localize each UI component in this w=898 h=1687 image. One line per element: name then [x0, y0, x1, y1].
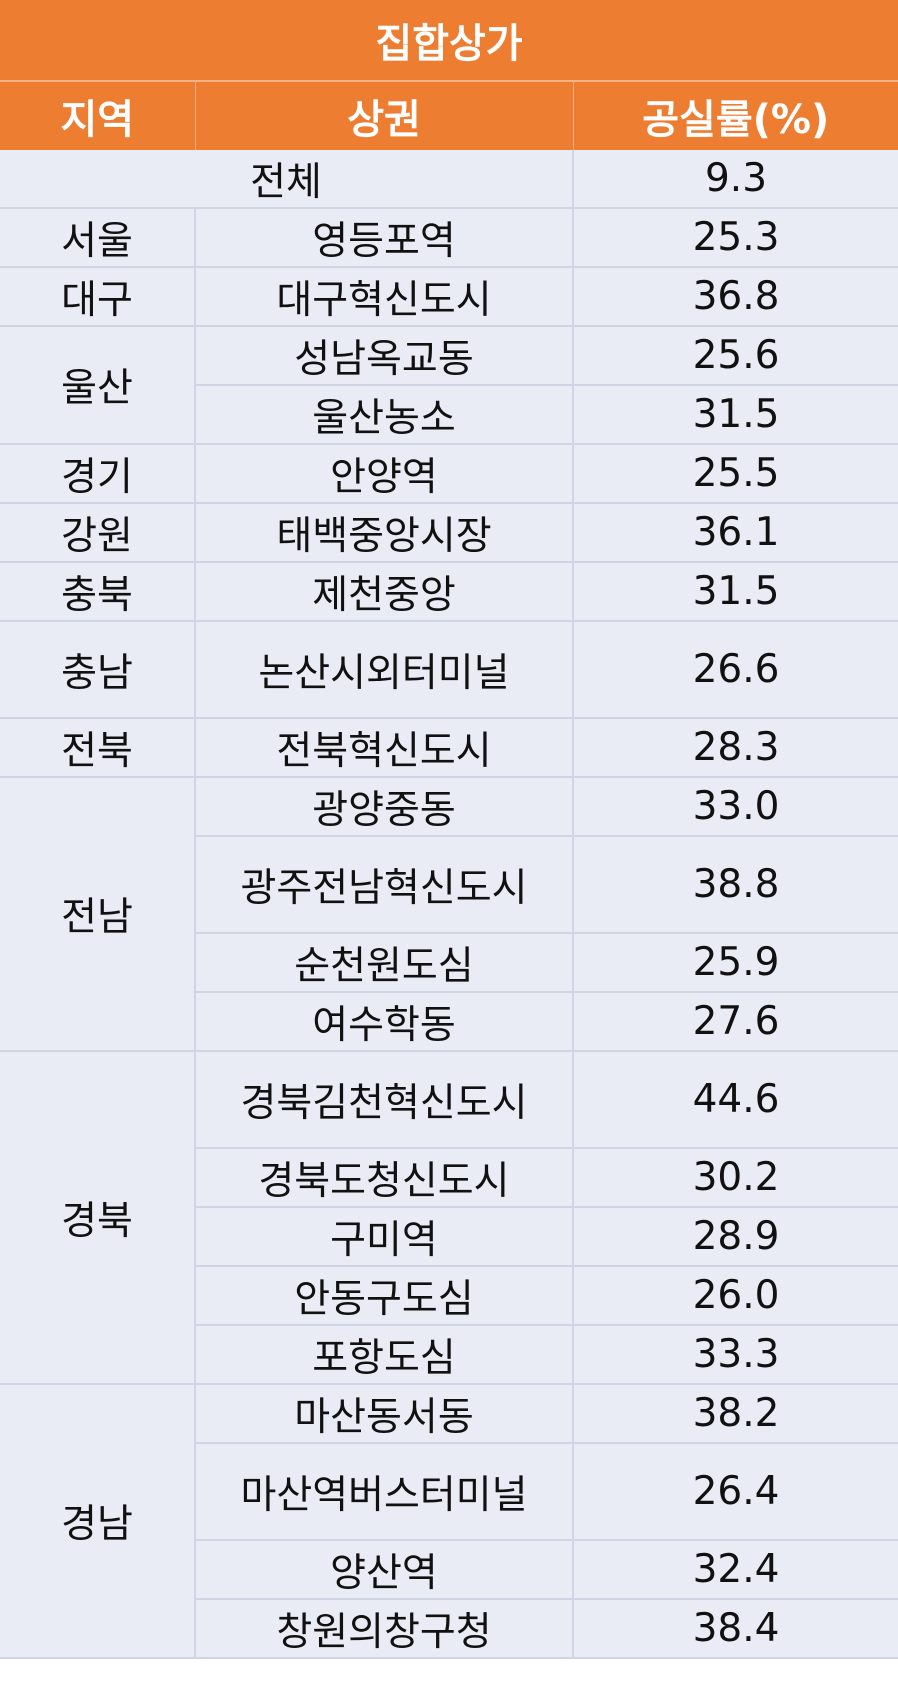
- vacancy-rate-cell: 32.4: [571, 1540, 898, 1600]
- vacancy-rate-cell: 38.4: [571, 1599, 898, 1659]
- table-row: 순천원도심 25.9: [0, 933, 898, 993]
- vacancy-rate-cell: 27.6: [571, 992, 898, 1052]
- vacancy-rate-cell: 33.0: [571, 777, 898, 837]
- vacancy-rate-cell: 38.2: [571, 1384, 898, 1444]
- table-row: 대구 대구혁신도시 36.8: [0, 267, 898, 327]
- area-cell: 논산시외터미널: [194, 621, 574, 719]
- region-cell: 경기: [0, 444, 196, 504]
- table-row: 경북 경북김천혁신도시 44.6: [0, 1051, 898, 1385]
- area-cell: 광주전남혁신도시: [195, 836, 574, 934]
- area-cell: 성남옥교동: [194, 326, 574, 386]
- area-cell: 안동구도심: [195, 1266, 574, 1326]
- region-cell: 서울: [0, 208, 196, 268]
- vacancy-rate-cell: 25.3: [571, 208, 898, 268]
- table-row: 서울 영등포역 25.3: [0, 208, 898, 268]
- area-cell: 전북혁신도시: [194, 718, 574, 778]
- vacancy-rate-cell: 26.6: [571, 621, 898, 719]
- area-cell: 광양중동: [194, 777, 574, 837]
- area-cell: 순천원도심: [195, 933, 574, 993]
- area-cell: 마산역버스터미널: [195, 1443, 574, 1541]
- vacancy-rate-cell: 36.1: [571, 503, 898, 563]
- table-row: 전북 전북혁신도시 28.3: [0, 718, 898, 778]
- table-row: 충북 제천중앙 31.5: [0, 562, 898, 622]
- vacancy-rate-cell: 38.8: [571, 836, 898, 934]
- region-cell: 강원: [0, 503, 196, 563]
- header-area: 상권: [195, 81, 574, 150]
- vacancy-rate-cell: 28.9: [571, 1207, 898, 1267]
- region-cell: 전북: [0, 718, 196, 778]
- table-row: 경북도청신도시 30.2: [0, 1148, 898, 1208]
- table-row: 전남 광양중동 33.0: [0, 777, 898, 1052]
- vacancy-rate-cell: 31.5: [571, 562, 898, 622]
- vacancy-rate-cell: 30.2: [571, 1148, 898, 1208]
- vacancy-rate-cell: 36.8: [571, 267, 898, 327]
- area-cell: 안양역: [194, 444, 574, 504]
- table-row: 여수학동 27.6: [0, 992, 898, 1052]
- vacancy-rate-cell: 26.0: [571, 1266, 898, 1326]
- header-vacancy-rate: 공실률(%): [573, 81, 898, 150]
- region-cell: 전남: [0, 777, 196, 1052]
- area-cell: 양산역: [195, 1540, 574, 1600]
- region-cell: 충북: [0, 562, 196, 622]
- region-cell: 경북: [0, 1051, 196, 1385]
- area-cell: 경북김천혁신도시: [194, 1051, 574, 1149]
- area-cell: 경북도청신도시: [195, 1148, 574, 1208]
- table-row: 경기 안양역 25.5: [0, 444, 898, 504]
- area-cell: 포항도심: [195, 1325, 574, 1385]
- area-cell: 영등포역: [194, 208, 574, 268]
- table-row: 구미역 28.9: [0, 1207, 898, 1267]
- vacancy-rate-cell: 33.3: [571, 1325, 898, 1385]
- region-cell: 충남: [0, 621, 196, 719]
- region-cell: 경남: [0, 1384, 196, 1659]
- area-cell: 제천중앙: [194, 562, 574, 622]
- table-row: 안동구도심 26.0: [0, 1266, 898, 1326]
- area-cell: 울산농소: [195, 385, 574, 445]
- vacancy-rate-cell: 26.4: [571, 1443, 898, 1541]
- area-cell: 마산동서동: [194, 1384, 574, 1444]
- table-row: 울산농소 31.5: [0, 385, 898, 445]
- area-cell: 창원의창구청: [195, 1599, 574, 1659]
- table-row: 마산역버스터미널 26.4: [0, 1443, 898, 1541]
- table-row: 충남 논산시외터미널 26.6: [0, 621, 898, 719]
- area-cell: 여수학동: [195, 992, 574, 1052]
- vacancy-rate-cell: 25.5: [571, 444, 898, 504]
- vacancy-rate-cell: 25.6: [571, 326, 898, 386]
- table-title: 집합상가: [0, 0, 898, 82]
- vacancy-rate-cell: 31.5: [571, 385, 898, 445]
- area-cell: 태백중앙시장: [194, 503, 574, 563]
- table-row: 포항도심 33.3: [0, 1325, 898, 1385]
- vacancy-rate-cell: 44.6: [571, 1051, 898, 1149]
- area-cell: 구미역: [195, 1207, 574, 1267]
- table-row: 양산역 32.4: [0, 1540, 898, 1600]
- vacancy-rate-cell: 25.9: [571, 933, 898, 993]
- vacancy-rate-cell: 28.3: [571, 718, 898, 778]
- table-row: 광주전남혁신도시 38.8: [0, 836, 898, 934]
- total-row: 전체 9.3: [0, 150, 898, 209]
- header-region: 지역: [0, 81, 196, 150]
- region-cell: 울산: [0, 326, 196, 445]
- total-label: 전체: [0, 150, 574, 209]
- table-row: 강원 태백중앙시장 36.1: [0, 503, 898, 563]
- table-row: 창원의창구청 38.4: [0, 1599, 898, 1659]
- table-row: 경남 마산동서동 38.2: [0, 1384, 898, 1659]
- total-value: 9.3: [571, 150, 898, 209]
- region-cell: 대구: [0, 267, 196, 327]
- area-cell: 대구혁신도시: [194, 267, 574, 327]
- table-row: 울산 성남옥교동 25.6: [0, 326, 898, 445]
